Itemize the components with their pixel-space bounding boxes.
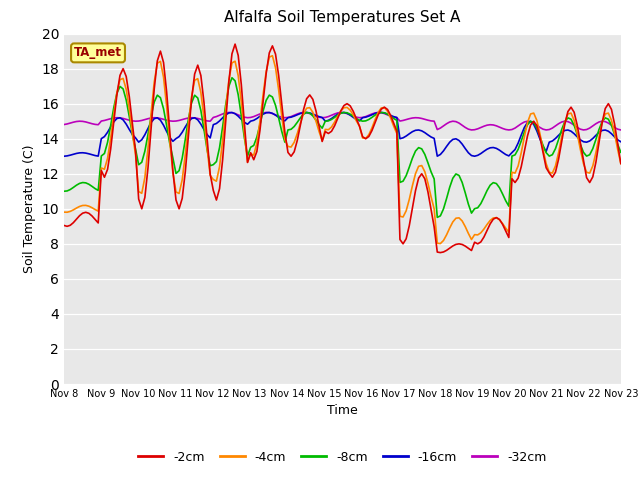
Title: Alfalfa Soil Temperatures Set A: Alfalfa Soil Temperatures Set A <box>224 11 461 25</box>
Legend: -2cm, -4cm, -8cm, -16cm, -32cm: -2cm, -4cm, -8cm, -16cm, -32cm <box>133 446 552 469</box>
Text: TA_met: TA_met <box>74 47 122 60</box>
Y-axis label: Soil Temperature (C): Soil Temperature (C) <box>23 144 36 273</box>
X-axis label: Time: Time <box>327 405 358 418</box>
